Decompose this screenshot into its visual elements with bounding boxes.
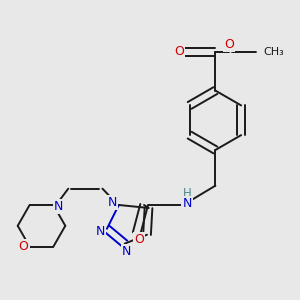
Text: O: O — [174, 45, 184, 58]
Text: N: N — [54, 200, 63, 213]
Text: CH₃: CH₃ — [263, 47, 284, 57]
Text: H: H — [183, 187, 191, 200]
Text: O: O — [19, 240, 28, 253]
Text: N: N — [122, 244, 131, 258]
Text: O: O — [224, 38, 234, 51]
Text: N: N — [96, 225, 105, 238]
Text: O: O — [134, 233, 144, 246]
Text: N: N — [108, 196, 117, 208]
Text: N: N — [182, 197, 192, 210]
